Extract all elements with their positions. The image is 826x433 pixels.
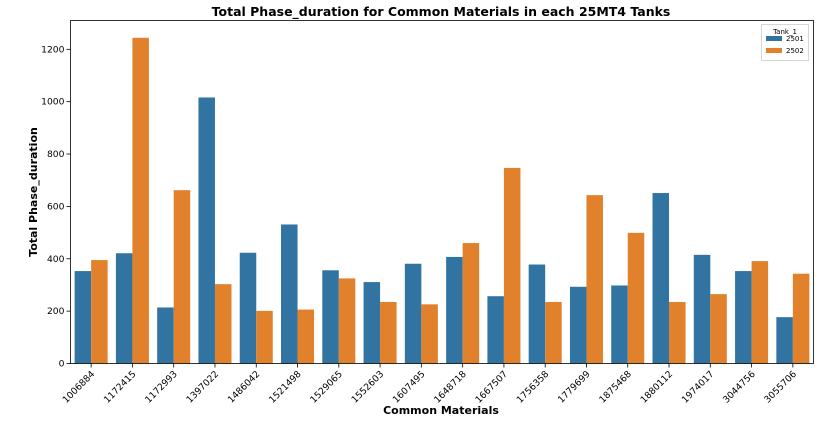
bar-2502-1880112 bbox=[669, 301, 686, 364]
bar-2501-1172993 bbox=[157, 307, 174, 364]
legend: Tank_1 2501 2502 bbox=[761, 24, 809, 61]
bar-2501-1529065 bbox=[322, 270, 339, 364]
bar-2502-1006884 bbox=[91, 260, 108, 364]
bar-2502-1648718 bbox=[462, 243, 480, 364]
bar-2501-1875468 bbox=[611, 285, 628, 364]
bar-2501-3044756 bbox=[735, 271, 752, 364]
y-axis: 0 200 400 600 800 1000 1200 bbox=[41, 44, 71, 370]
x-axis: 1006884 1172415 1172993 1397022 1486042 15214… bbox=[61, 363, 799, 406]
x-tick-label-3055706: 3055706 bbox=[762, 369, 799, 406]
bar-2501-1172415 bbox=[115, 253, 133, 364]
legend-box bbox=[761, 24, 809, 61]
bar-2501-1756358 bbox=[528, 264, 546, 364]
x-tick-label-1486042: 1486042 bbox=[226, 369, 263, 406]
x-tick-label-1172415: 1172415 bbox=[102, 369, 139, 406]
bar-2502-1875468 bbox=[627, 232, 645, 364]
y-tick-label-600: 600 bbox=[47, 201, 65, 212]
legend-swatch-2502 bbox=[766, 48, 782, 53]
legend-label-2501: 2501 bbox=[786, 35, 804, 43]
bar-2502-1779699 bbox=[586, 195, 603, 364]
bar-2502-3055706 bbox=[792, 273, 810, 364]
x-tick-label-1607495: 1607495 bbox=[391, 369, 428, 406]
bar-2501-1397022 bbox=[198, 97, 215, 364]
bar-2501-3055706 bbox=[776, 317, 793, 364]
legend-title: Tank_1 bbox=[772, 28, 797, 36]
x-tick-label-1172993: 1172993 bbox=[143, 369, 180, 406]
x-tick-label-1006884: 1006884 bbox=[61, 369, 98, 406]
x-tick-label-1648718: 1648718 bbox=[432, 369, 469, 406]
y-tick-label-1200: 1200 bbox=[41, 44, 65, 55]
bar-2501-1667507 bbox=[487, 296, 504, 364]
chart-title: Total Phase_duration for Common Material… bbox=[212, 4, 671, 20]
bar-2502-1529065 bbox=[338, 278, 356, 364]
bar-2501-1521498 bbox=[281, 224, 298, 364]
y-tick-label-1000: 1000 bbox=[41, 97, 65, 108]
bar-2502-3044756 bbox=[751, 261, 769, 364]
x-tick-label-1667507: 1667507 bbox=[473, 369, 510, 406]
bar-2501-1974017 bbox=[693, 254, 711, 364]
y-tick-label-200: 200 bbox=[47, 306, 65, 317]
x-tick-label-1521498: 1521498 bbox=[267, 369, 304, 406]
plot-frame bbox=[70, 20, 814, 364]
x-tick-label-3044756: 3044756 bbox=[721, 369, 758, 406]
bar-2501-1779699 bbox=[569, 286, 587, 364]
bar-2502-1486042 bbox=[256, 310, 273, 364]
bar-2502-1667507 bbox=[503, 167, 521, 364]
x-tick-label-1779699: 1779699 bbox=[556, 369, 593, 406]
y-axis-label: Total Phase_duration bbox=[27, 127, 40, 257]
x-tick-label-1552603: 1552603 bbox=[349, 369, 386, 406]
bar-2501-1607495 bbox=[404, 263, 422, 364]
bar-2502-1521498 bbox=[297, 309, 315, 364]
bar-2502-1974017 bbox=[710, 294, 727, 364]
bars-layer bbox=[74, 37, 810, 364]
bar-2501-1552603 bbox=[363, 282, 381, 364]
bar-2502-1397022 bbox=[214, 284, 232, 364]
bar-2502-1172415 bbox=[132, 37, 149, 364]
bar-2501-1486042 bbox=[239, 252, 257, 364]
x-tick-label-1880112: 1880112 bbox=[638, 369, 675, 406]
legend-swatch-2501 bbox=[766, 36, 782, 41]
legend-label-2502: 2502 bbox=[786, 47, 804, 55]
legend-items: 2501 2502 bbox=[766, 35, 804, 55]
y-tick-label-0: 0 bbox=[59, 359, 65, 370]
bar-2502-1552603 bbox=[380, 301, 397, 364]
bar-2502-1756358 bbox=[545, 301, 562, 364]
bar-2501-1880112 bbox=[652, 193, 670, 364]
y-tick-label-800: 800 bbox=[47, 149, 65, 160]
x-tick-label-1974017: 1974017 bbox=[680, 369, 717, 406]
bar-2502-1607495 bbox=[421, 304, 438, 364]
x-tick-label-1529065: 1529065 bbox=[308, 369, 345, 406]
x-tick-label-1397022: 1397022 bbox=[184, 369, 221, 406]
x-tick-label-1756358: 1756358 bbox=[515, 369, 552, 406]
bar-2501-1648718 bbox=[446, 256, 463, 364]
y-tick-label-400: 400 bbox=[47, 254, 65, 265]
bar-2501-1006884 bbox=[74, 271, 92, 364]
x-tick-label-1875468: 1875468 bbox=[597, 369, 634, 406]
x-axis-label: Common Materials bbox=[383, 404, 499, 417]
bar-2502-1172993 bbox=[173, 190, 191, 364]
